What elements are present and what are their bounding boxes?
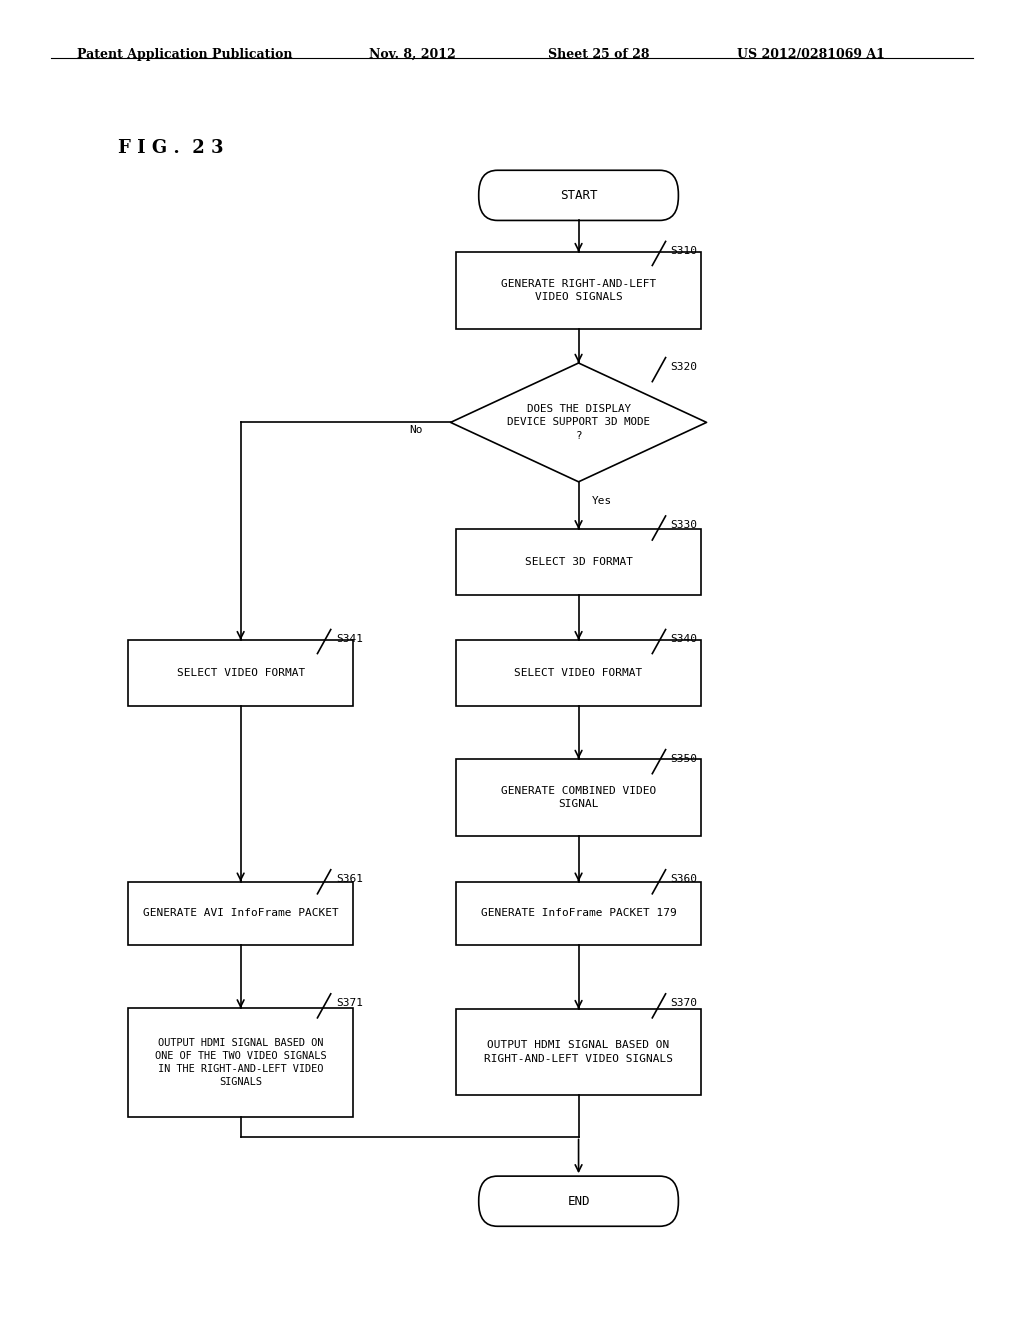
Text: SELECT VIDEO FORMAT: SELECT VIDEO FORMAT (514, 668, 643, 678)
Text: US 2012/0281069 A1: US 2012/0281069 A1 (737, 48, 885, 61)
Text: S371: S371 (336, 998, 362, 1008)
FancyBboxPatch shape (456, 640, 701, 706)
FancyBboxPatch shape (456, 529, 701, 595)
Text: END: END (567, 1195, 590, 1208)
FancyBboxPatch shape (456, 759, 701, 836)
Text: GENERATE RIGHT-AND-LEFT
VIDEO SIGNALS: GENERATE RIGHT-AND-LEFT VIDEO SIGNALS (501, 279, 656, 302)
Text: S350: S350 (671, 754, 697, 764)
Text: Patent Application Publication: Patent Application Publication (77, 48, 292, 61)
Text: SELECT 3D FORMAT: SELECT 3D FORMAT (524, 557, 633, 568)
Text: F I G .  2 3: F I G . 2 3 (118, 139, 223, 157)
Text: No: No (410, 425, 423, 436)
Text: Sheet 25 of 28: Sheet 25 of 28 (548, 48, 649, 61)
Text: START: START (560, 189, 597, 202)
FancyBboxPatch shape (128, 882, 353, 945)
Text: OUTPUT HDMI SIGNAL BASED ON
ONE OF THE TWO VIDEO SIGNALS
IN THE RIGHT-AND-LEFT V: OUTPUT HDMI SIGNAL BASED ON ONE OF THE T… (155, 1038, 327, 1088)
Text: S341: S341 (336, 634, 362, 644)
FancyBboxPatch shape (128, 640, 353, 706)
FancyBboxPatch shape (128, 1008, 353, 1117)
Text: S320: S320 (671, 362, 697, 372)
FancyBboxPatch shape (456, 252, 701, 329)
Text: OUTPUT HDMI SIGNAL BASED ON
RIGHT-AND-LEFT VIDEO SIGNALS: OUTPUT HDMI SIGNAL BASED ON RIGHT-AND-LE… (484, 1040, 673, 1064)
Text: S360: S360 (671, 874, 697, 884)
Text: S330: S330 (671, 520, 697, 531)
Text: SELECT VIDEO FORMAT: SELECT VIDEO FORMAT (176, 668, 305, 678)
FancyBboxPatch shape (456, 1008, 701, 1096)
Text: GENERATE AVI InfoFrame PACKET: GENERATE AVI InfoFrame PACKET (142, 908, 339, 919)
Text: GENERATE COMBINED VIDEO
SIGNAL: GENERATE COMBINED VIDEO SIGNAL (501, 785, 656, 809)
Text: Yes: Yes (592, 496, 612, 507)
Polygon shape (451, 363, 707, 482)
FancyBboxPatch shape (478, 1176, 678, 1226)
Text: GENERATE InfoFrame PACKET 179: GENERATE InfoFrame PACKET 179 (480, 908, 677, 919)
FancyBboxPatch shape (478, 170, 678, 220)
Text: S340: S340 (671, 634, 697, 644)
Text: S361: S361 (336, 874, 362, 884)
FancyBboxPatch shape (456, 882, 701, 945)
Text: S310: S310 (671, 246, 697, 256)
Text: Nov. 8, 2012: Nov. 8, 2012 (369, 48, 456, 61)
Text: S370: S370 (671, 998, 697, 1008)
Text: DOES THE DISPLAY
DEVICE SUPPORT 3D MODE
?: DOES THE DISPLAY DEVICE SUPPORT 3D MODE … (507, 404, 650, 441)
